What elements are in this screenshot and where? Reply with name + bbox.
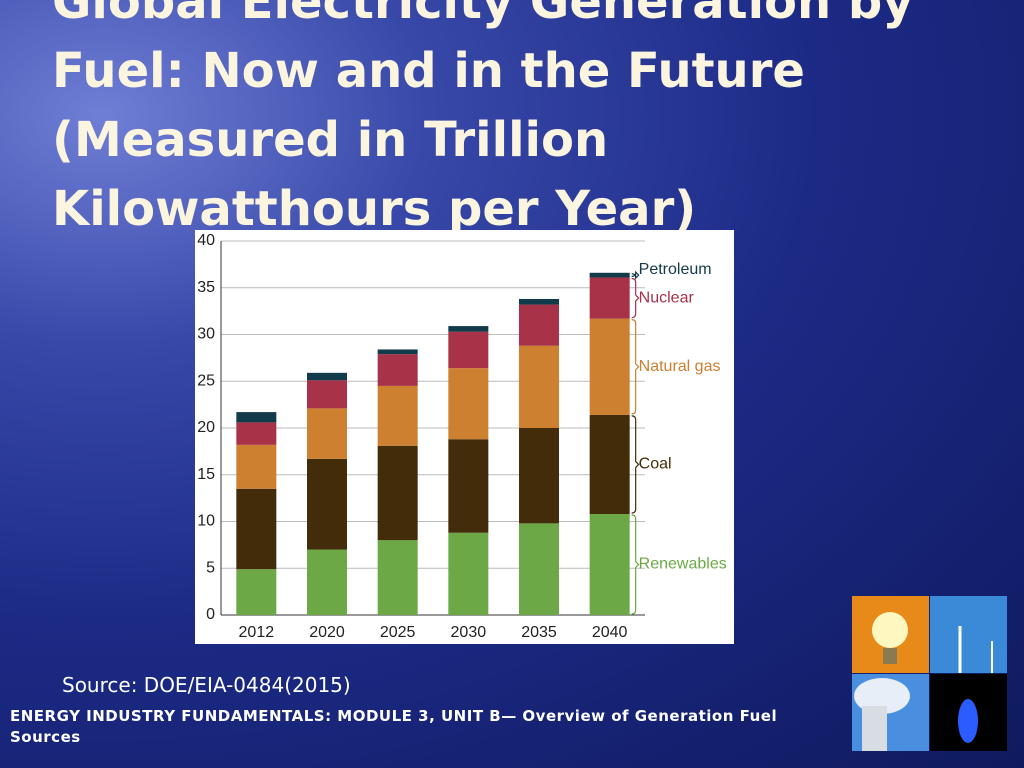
bar-segment bbox=[236, 569, 277, 615]
x-tick-label: 2025 bbox=[380, 624, 416, 641]
legend-label: Coal bbox=[639, 456, 672, 473]
bar-segment bbox=[519, 345, 559, 428]
x-tick-label: 2040 bbox=[592, 624, 628, 641]
slide-title: Global Electricity Generation by Fuel: N… bbox=[52, 0, 914, 237]
y-tick-label: 35 bbox=[197, 279, 215, 296]
bar-segment bbox=[519, 304, 559, 346]
y-tick-label: 25 bbox=[197, 372, 215, 389]
y-tick-label: 15 bbox=[197, 466, 215, 483]
legend-label: Renewables bbox=[639, 556, 727, 573]
legend-bracket bbox=[631, 415, 640, 514]
bar-segment bbox=[589, 272, 630, 278]
bar-segment bbox=[589, 514, 630, 615]
bar-segment bbox=[448, 326, 489, 332]
bar-segment bbox=[307, 408, 347, 459]
bar-segment bbox=[448, 439, 489, 533]
bar-segment bbox=[377, 354, 418, 386]
x-tick-label: 2035 bbox=[521, 624, 557, 641]
legend-bracket bbox=[631, 319, 640, 415]
y-tick-label: 20 bbox=[197, 419, 215, 436]
bar-segment bbox=[448, 331, 489, 369]
bar-segment bbox=[307, 380, 347, 409]
bar-segment bbox=[589, 318, 630, 415]
x-tick-label: 2012 bbox=[239, 624, 275, 641]
bar-segment bbox=[307, 458, 347, 550]
bar-segment bbox=[589, 414, 630, 515]
bar-segment bbox=[519, 298, 559, 305]
bar-segment bbox=[377, 445, 418, 541]
legend-label: Natural gas bbox=[639, 358, 721, 375]
y-tick-label: 10 bbox=[197, 513, 215, 530]
bar-segment bbox=[307, 549, 347, 615]
bar-segment bbox=[377, 349, 418, 355]
bar-segment bbox=[307, 372, 347, 381]
legend-bracket bbox=[631, 514, 640, 615]
source: Source: DOE/EIA-0484(2015) bbox=[62, 673, 351, 697]
x-tick-label: 2030 bbox=[451, 624, 487, 641]
y-tick-label: 40 bbox=[197, 232, 215, 249]
bar-segment bbox=[448, 368, 489, 440]
bar-segment bbox=[236, 422, 277, 445]
y-tick-label: 5 bbox=[206, 559, 215, 576]
bar-segment bbox=[589, 277, 630, 319]
bar-segment bbox=[377, 540, 418, 615]
bar-segment bbox=[236, 444, 277, 489]
bar-segment bbox=[519, 428, 559, 524]
y-tick-label: 0 bbox=[206, 606, 215, 623]
bar-segment bbox=[377, 385, 418, 446]
energy-images bbox=[852, 596, 1007, 751]
bar-segment bbox=[519, 523, 559, 615]
bar-segment bbox=[448, 532, 489, 615]
legend-label: Nuclear bbox=[639, 289, 695, 306]
legend-bracket bbox=[631, 270, 640, 280]
bar-segment bbox=[236, 412, 277, 423]
x-tick-label: 2020 bbox=[309, 624, 345, 641]
bar-segment bbox=[236, 488, 277, 570]
footer: ENERGY INDUSTRY FUNDAMENTALS: MODULE 3, … bbox=[10, 707, 778, 746]
legend-label: Petroleum bbox=[639, 261, 712, 278]
y-tick-label: 30 bbox=[197, 326, 215, 343]
legend-bracket bbox=[631, 277, 640, 319]
